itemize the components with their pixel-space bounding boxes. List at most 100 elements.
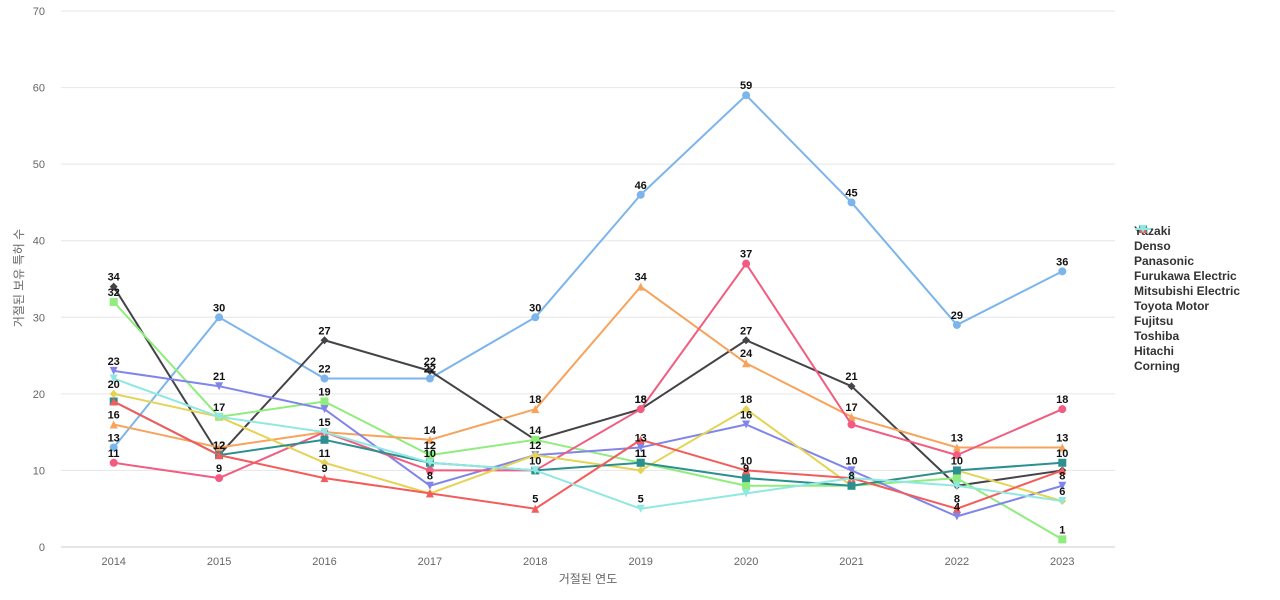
- data-point-marker[interactable]: [215, 382, 224, 391]
- data-point-marker[interactable]: [742, 474, 751, 483]
- data-point-marker[interactable]: [531, 504, 540, 513]
- data-point-marker[interactable]: [215, 474, 224, 483]
- data-point-marker[interactable]: [425, 466, 434, 475]
- data-point-marker[interactable]: [847, 481, 856, 490]
- data-point-marker[interactable]: [1058, 405, 1067, 414]
- data-point-marker[interactable]: [320, 397, 329, 406]
- data-point-marker[interactable]: [1058, 458, 1067, 467]
- series-line[interactable]: [113, 377, 1063, 510]
- legend-item[interactable]: Toshiba: [1134, 225, 1240, 343]
- data-point-marker[interactable]: [636, 190, 645, 199]
- data-point-marker[interactable]: [109, 282, 118, 291]
- data-point-marker[interactable]: [636, 282, 645, 291]
- data-point-marker[interactable]: [215, 451, 224, 460]
- data-label: 22: [424, 356, 436, 368]
- data-point-marker[interactable]: [215, 443, 224, 452]
- series-line[interactable]: [113, 400, 1063, 510]
- data-point-marker[interactable]: [425, 435, 434, 444]
- series-line[interactable]: [113, 392, 1063, 503]
- series-line[interactable]: [112, 94, 1063, 449]
- data-point-marker[interactable]: [320, 336, 329, 345]
- data-point-marker[interactable]: [109, 420, 118, 429]
- data-point-marker[interactable]: [742, 359, 751, 368]
- data-point-marker[interactable]: [425, 374, 434, 383]
- data-point-marker[interactable]: [109, 297, 118, 306]
- data-point-marker[interactable]: [531, 313, 540, 322]
- data-point-marker[interactable]: [531, 466, 540, 475]
- series-line[interactable]: [112, 286, 1063, 487]
- data-point-marker[interactable]: [742, 481, 751, 490]
- data-label: 8: [1059, 471, 1065, 483]
- data-point-marker[interactable]: [742, 489, 751, 498]
- data-point-marker[interactable]: [215, 412, 224, 421]
- data-point-marker[interactable]: [425, 481, 434, 490]
- legend-item[interactable]: Hitachi: [1134, 225, 1240, 358]
- data-point-marker[interactable]: [425, 489, 434, 498]
- data-point-marker[interactable]: [742, 336, 751, 345]
- data-point-marker[interactable]: [636, 443, 645, 452]
- data-point-marker[interactable]: [531, 435, 540, 444]
- legend-item[interactable]: Corning: [1134, 225, 1240, 373]
- data-point-marker[interactable]: [847, 412, 856, 421]
- data-point-marker[interactable]: [1058, 443, 1067, 452]
- data-point-marker[interactable]: [847, 466, 856, 475]
- data-point-marker[interactable]: [742, 466, 751, 475]
- data-point-marker[interactable]: [320, 474, 329, 483]
- data-point-marker[interactable]: [636, 458, 645, 467]
- data-point-marker[interactable]: [847, 382, 856, 391]
- data-point-marker[interactable]: [1058, 481, 1067, 490]
- data-point-marker[interactable]: [636, 405, 645, 414]
- legend-item[interactable]: Toyota Motor: [1134, 225, 1240, 313]
- data-point-marker[interactable]: [847, 198, 856, 207]
- data-point-marker[interactable]: [1058, 466, 1067, 475]
- data-point-marker[interactable]: [425, 458, 434, 467]
- data-point-marker[interactable]: [952, 504, 961, 513]
- data-point-marker[interactable]: [109, 458, 118, 467]
- legend-item[interactable]: Fujitsu: [1134, 225, 1240, 328]
- data-point-marker[interactable]: [742, 91, 751, 100]
- data-point-marker[interactable]: [952, 443, 961, 452]
- data-point-marker[interactable]: [109, 366, 118, 375]
- data-point-marker[interactable]: [425, 366, 434, 375]
- series-line[interactable]: [113, 400, 1063, 487]
- data-point-marker[interactable]: [320, 405, 329, 414]
- data-point-marker[interactable]: [109, 389, 118, 398]
- data-point-marker[interactable]: [847, 420, 856, 429]
- data-point-marker[interactable]: [952, 474, 961, 483]
- data-point-marker[interactable]: [320, 458, 329, 467]
- data-point-marker[interactable]: [1058, 267, 1067, 276]
- data-point-marker[interactable]: [425, 451, 434, 460]
- series-line[interactable]: [113, 285, 1063, 449]
- x-axis-title: 거절된 연도: [559, 572, 618, 586]
- data-point-marker[interactable]: [109, 374, 118, 383]
- data-point-marker[interactable]: [109, 397, 118, 406]
- data-point-marker[interactable]: [847, 474, 856, 483]
- data-point-marker[interactable]: [636, 466, 645, 475]
- legend-item[interactable]: Denso: [1134, 225, 1240, 253]
- legend-item[interactable]: Furukawa Electric: [1134, 225, 1240, 283]
- data-point-marker[interactable]: [531, 405, 540, 414]
- data-point-marker[interactable]: [952, 320, 961, 329]
- data-point-marker[interactable]: [320, 435, 329, 444]
- data-point-marker[interactable]: [952, 512, 961, 521]
- data-point-marker[interactable]: [636, 504, 645, 513]
- data-point-marker[interactable]: [1058, 497, 1067, 506]
- data-point-marker[interactable]: [952, 481, 961, 490]
- data-point-marker[interactable]: [320, 374, 329, 383]
- data-point-marker[interactable]: [636, 435, 645, 444]
- series-line[interactable]: [113, 262, 1063, 480]
- data-point-marker[interactable]: [742, 405, 751, 414]
- legend-item[interactable]: Panasonic: [1134, 225, 1240, 268]
- data-point-marker[interactable]: [952, 451, 961, 460]
- data-point-marker[interactable]: [531, 451, 540, 460]
- data-point-marker[interactable]: [215, 313, 224, 322]
- data-point-marker[interactable]: [109, 443, 118, 452]
- data-point-marker[interactable]: [320, 428, 329, 437]
- data-point-marker[interactable]: [742, 420, 751, 429]
- data-label: 34: [108, 272, 121, 284]
- data-point-marker[interactable]: [952, 466, 961, 475]
- legend-item[interactable]: Mitsubishi Electric: [1134, 225, 1240, 298]
- data-point-marker[interactable]: [1058, 535, 1067, 544]
- data-point-marker[interactable]: [742, 259, 751, 268]
